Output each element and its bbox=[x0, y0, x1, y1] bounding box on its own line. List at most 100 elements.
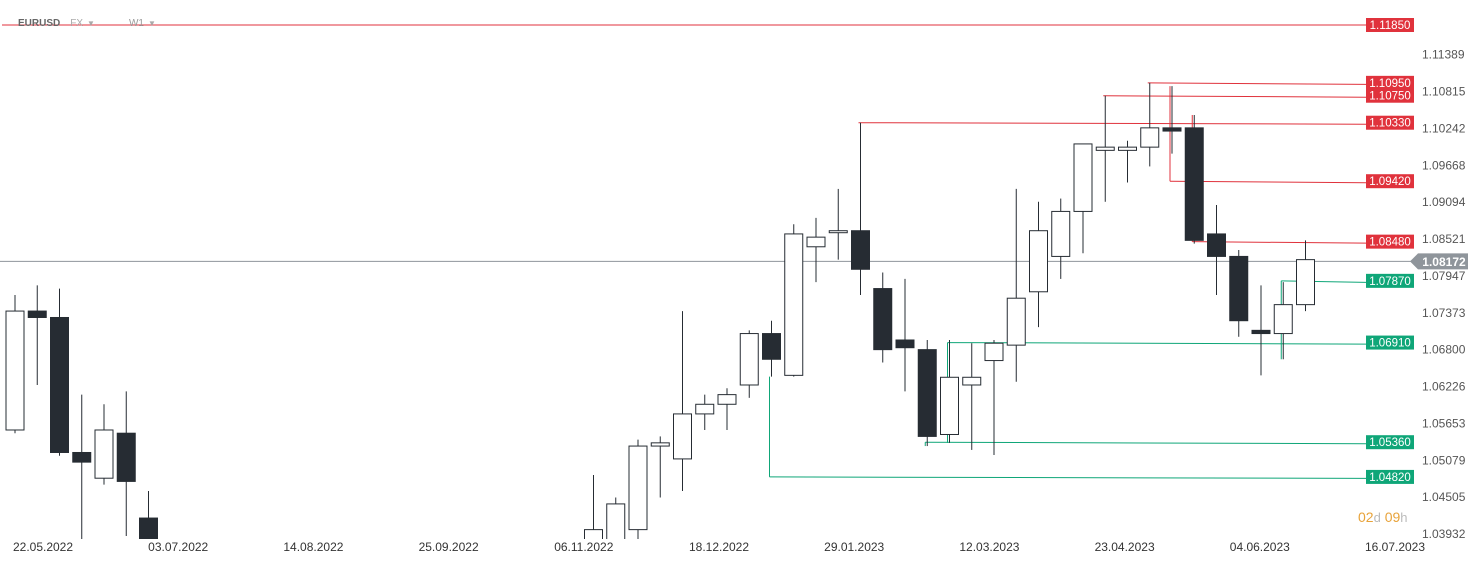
candle-body[interactable] bbox=[1273, 304, 1293, 335]
y-tick-label: 1.10815 bbox=[1422, 85, 1466, 99]
candle-body[interactable] bbox=[584, 529, 603, 556]
candle-body[interactable] bbox=[1251, 329, 1271, 335]
level-price-label: 1.09420 bbox=[1369, 176, 1411, 188]
candle-body[interactable] bbox=[1229, 255, 1249, 322]
level-line[interactable] bbox=[1281, 280, 1367, 283]
level-line[interactable] bbox=[1147, 82, 1367, 85]
x-tick-label: 12.03.2023 bbox=[959, 540, 1019, 554]
y-tick-label: 1.09668 bbox=[1422, 158, 1466, 172]
candle-body[interactable] bbox=[873, 288, 893, 351]
x-tick-label: 25.09.2022 bbox=[419, 540, 479, 554]
level-price-tag bbox=[1366, 273, 1414, 288]
level-price-tag bbox=[1366, 469, 1414, 484]
countdown-hours: 09 bbox=[1384, 509, 1401, 525]
level-price-tag bbox=[1366, 174, 1414, 189]
candle-body[interactable] bbox=[1207, 233, 1226, 257]
chart-header: EURUSD FX ▼ W1 ▼ bbox=[18, 14, 190, 32]
level-price-tag bbox=[1366, 335, 1414, 350]
x-tick-label: 29.01.2023 bbox=[824, 540, 884, 554]
x-tick-label: 06.11.2022 bbox=[554, 540, 613, 554]
candle-body[interactable] bbox=[1296, 259, 1315, 306]
x-tick-label: 16.07.2023 bbox=[1365, 540, 1425, 554]
countdown-days: 02 bbox=[1358, 509, 1374, 525]
symbol-label[interactable]: EURUSD bbox=[18, 17, 61, 29]
y-tick-label: 1.07947 bbox=[1422, 269, 1466, 283]
level-price-label: 1.06910 bbox=[1369, 338, 1411, 350]
level-price-tag bbox=[1366, 435, 1414, 450]
candle-body[interactable] bbox=[940, 376, 959, 435]
candle-body[interactable] bbox=[962, 376, 982, 386]
candle-body[interactable] bbox=[784, 233, 804, 376]
market-label: FX bbox=[70, 17, 84, 29]
candle-body[interactable] bbox=[739, 333, 759, 386]
candle-body[interactable] bbox=[1140, 127, 1160, 148]
level-price-tag bbox=[1366, 115, 1414, 130]
y-tick-label: 1.10242 bbox=[1422, 121, 1466, 135]
candle-body[interactable] bbox=[27, 310, 47, 318]
y-tick-label: 1.11389 bbox=[1422, 48, 1465, 62]
candle-body[interactable] bbox=[5, 310, 25, 431]
level-price-label: 1.08480 bbox=[1369, 237, 1411, 249]
candle-body[interactable] bbox=[1118, 146, 1137, 151]
candle-body[interactable] bbox=[917, 349, 937, 437]
candle-body[interactable] bbox=[1162, 127, 1182, 132]
level-price-tag bbox=[1366, 88, 1414, 103]
candle-body[interactable] bbox=[984, 342, 1004, 362]
x-tick-label: 23.04.2023 bbox=[1095, 540, 1155, 554]
candle-body[interactable] bbox=[851, 230, 870, 270]
candle-body[interactable] bbox=[1184, 127, 1204, 241]
countdown-day-unit: d bbox=[1373, 510, 1381, 525]
candle-body[interactable] bbox=[650, 442, 670, 447]
candle-body[interactable] bbox=[1051, 210, 1071, 257]
y-tick-label: 1.05653 bbox=[1422, 416, 1466, 430]
candle-body[interactable] bbox=[895, 339, 915, 349]
candle-body[interactable] bbox=[1095, 146, 1115, 151]
candle-body[interactable] bbox=[606, 503, 626, 549]
level-price-label: 1.10950 bbox=[1369, 78, 1411, 90]
candle-body[interactable] bbox=[139, 517, 158, 564]
chevron-down-icon[interactable]: ▼ bbox=[87, 18, 95, 28]
candle-body[interactable] bbox=[762, 333, 781, 360]
candle-body[interactable] bbox=[717, 394, 737, 405]
candle-body[interactable] bbox=[50, 316, 69, 453]
level-price-label: 1.05360 bbox=[1369, 437, 1411, 449]
level-line[interactable] bbox=[925, 441, 1367, 445]
candle-body[interactable] bbox=[695, 403, 715, 415]
candle-body[interactable] bbox=[828, 230, 848, 234]
level-price-label: 1.10750 bbox=[1369, 91, 1411, 103]
candle-body[interactable] bbox=[116, 432, 136, 482]
level-price-tag bbox=[1366, 18, 1414, 32]
level-price-label: 1.07870 bbox=[1369, 276, 1411, 288]
y-tick-label: 1.05079 bbox=[1422, 453, 1466, 467]
candle-body[interactable] bbox=[72, 451, 92, 463]
current-price-tag bbox=[1410, 253, 1468, 270]
candle-body[interactable] bbox=[1073, 143, 1093, 212]
level-price-tag bbox=[1366, 234, 1414, 249]
level-line[interactable] bbox=[769, 476, 1367, 479]
candle-body[interactable] bbox=[94, 429, 114, 479]
candle-body[interactable] bbox=[1006, 297, 1026, 346]
x-tick-label: 14.08.2022 bbox=[283, 540, 343, 554]
level-line[interactable] bbox=[858, 122, 1367, 125]
candle-body[interactable] bbox=[1029, 230, 1048, 293]
x-tick-label: 04.06.2023 bbox=[1230, 540, 1290, 554]
level-price-label: 1.11850 bbox=[1370, 20, 1411, 32]
level-price-tag bbox=[1366, 75, 1414, 90]
level-price-label: 1.04820 bbox=[1369, 472, 1411, 484]
y-tick-label: 1.04505 bbox=[1422, 490, 1466, 504]
chevron-down-icon[interactable]: ▼ bbox=[147, 18, 156, 28]
y-tick-label: 1.08521 bbox=[1422, 232, 1466, 246]
x-tick-label: 03.07.2022 bbox=[148, 540, 208, 554]
y-tick-label: 1.07373 bbox=[1422, 306, 1466, 320]
candle-body[interactable] bbox=[806, 236, 826, 248]
current-price-label: 1.08172 bbox=[1422, 255, 1466, 269]
level-line[interactable] bbox=[1103, 95, 1367, 98]
candle-body[interactable] bbox=[673, 413, 692, 460]
y-tick-label: 1.06800 bbox=[1422, 343, 1466, 357]
x-tick-label: 18.12.2022 bbox=[689, 540, 749, 554]
candle-body[interactable] bbox=[628, 445, 648, 531]
y-tick-label: 1.09094 bbox=[1422, 195, 1466, 209]
timeframe-label[interactable]: W1 bbox=[128, 17, 144, 29]
